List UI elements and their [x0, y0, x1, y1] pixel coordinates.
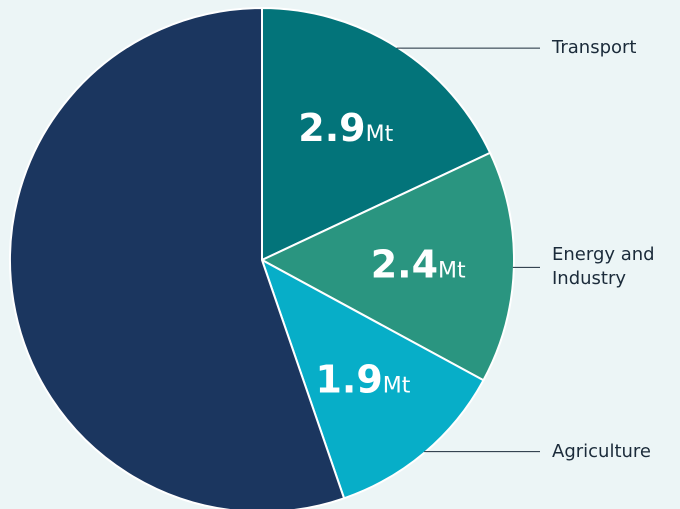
data-label-unit: Mt	[383, 373, 411, 398]
pie-slice	[260, 257, 485, 500]
pie-slice	[261, 6, 492, 262]
data-label: 2.9Mt	[298, 106, 393, 150]
data-label-unit: Mt	[366, 122, 394, 147]
data-label: 2.4Mt	[371, 243, 466, 287]
data-label-unit: Mt	[438, 259, 466, 284]
category-label: Energy and Industry	[552, 244, 655, 290]
data-label-value: 1.9	[315, 357, 382, 401]
data-label-value: 2.4	[371, 243, 438, 287]
data-label: 1.9Mt	[315, 357, 410, 401]
data-label-value: 2.9	[298, 106, 365, 150]
category-label: Transport	[552, 37, 637, 59]
pie-slice	[9, 6, 346, 509]
category-label: Agriculture	[552, 440, 651, 462]
